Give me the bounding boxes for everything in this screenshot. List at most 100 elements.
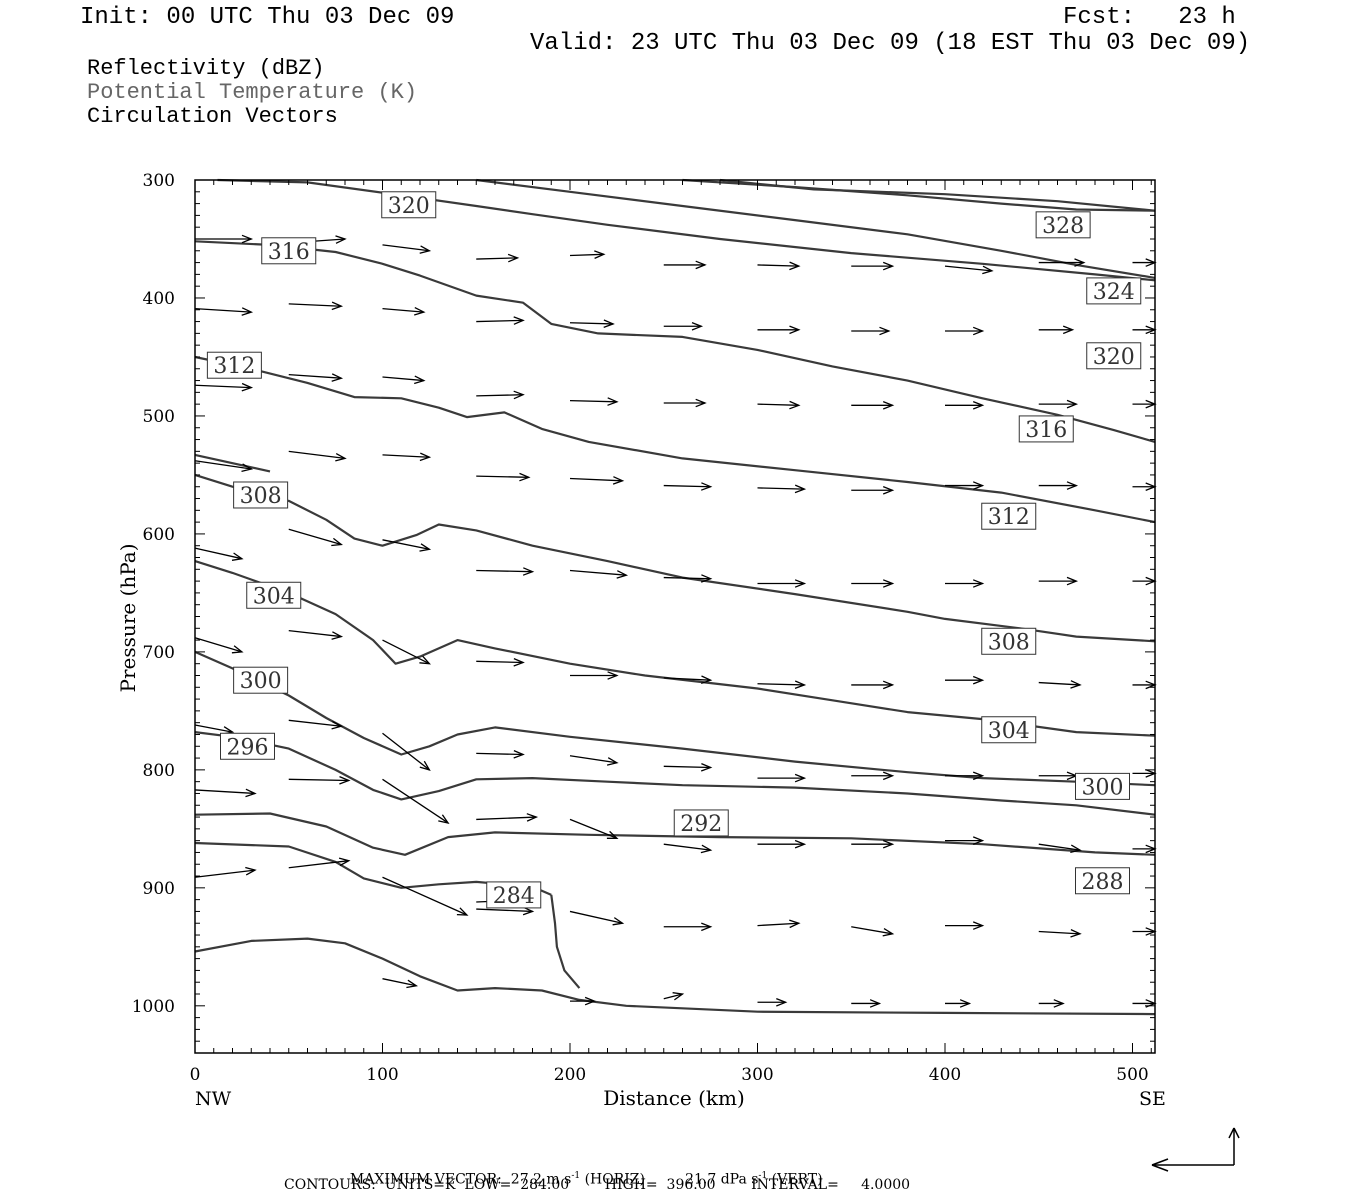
vector-head (241, 463, 254, 473)
vector-shaft (757, 487, 805, 490)
vector-head (869, 999, 882, 1008)
vector-shaft (288, 719, 342, 727)
theta-contour-0 (217, 178, 1156, 282)
horiz-exp: -1 (571, 1171, 581, 1181)
vector-shaft (288, 374, 342, 379)
forecast-hour: Fcst: 23 h (1063, 4, 1236, 31)
x-tick-label: 300 (741, 1065, 773, 1085)
circulation-vector (194, 382, 254, 392)
vector-head (882, 839, 895, 849)
vector-shaft (288, 528, 342, 546)
circulation-vector (569, 319, 615, 329)
vector-head (701, 922, 713, 932)
vector-head (972, 836, 985, 846)
x-tick-label: 0 (190, 1065, 201, 1085)
circulation-vector (663, 321, 704, 331)
vector-shaft (194, 547, 243, 560)
vector-head (331, 720, 344, 730)
vector-shaft (382, 732, 430, 771)
circulation-vector (382, 307, 426, 316)
vector-head (526, 813, 539, 822)
vector-shaft (476, 257, 518, 260)
theta-contour-7 (194, 473, 1156, 643)
vector-shaft (569, 818, 618, 839)
x-axis-title: Distance (km) (603, 1086, 745, 1110)
max-vector-label: MAXIMUM VECTOR: (349, 1171, 502, 1188)
contour-label-box (1086, 277, 1142, 305)
circulation-vector (1038, 576, 1079, 586)
circulation-vector (476, 390, 525, 400)
contour-label-box (981, 502, 1037, 530)
contour-label-box (381, 191, 437, 219)
init-time: Init: 00 UTC Thu 03 Dec 09 (80, 4, 455, 31)
circulation-vector (476, 906, 535, 916)
vector-head (789, 325, 801, 335)
vector-head (606, 757, 619, 766)
contour-label: 296 (220, 732, 275, 760)
vector-head (1070, 680, 1082, 689)
vector-shaft (288, 630, 342, 638)
vector-head (672, 992, 685, 1001)
vector-head (339, 776, 351, 785)
circulation-vector (1038, 843, 1082, 854)
circulation-vector (382, 876, 469, 916)
vector-head (522, 567, 535, 576)
vector-head (419, 655, 431, 665)
theta-contour-4 (719, 178, 1156, 212)
circulation-vector (757, 400, 801, 410)
vector-head (972, 675, 985, 685)
vector-shaft (288, 450, 346, 460)
circulation-vector (382, 732, 431, 771)
vector-shaft (757, 264, 799, 267)
circulation-vector (1038, 929, 1082, 938)
vector-head (241, 382, 254, 392)
vector-head (700, 482, 713, 491)
vector-head (231, 645, 244, 654)
vector-head (245, 866, 257, 876)
vector-head (616, 570, 629, 579)
theta-contour-6 (194, 453, 271, 473)
contour-label-text: 304 (988, 719, 1030, 744)
contour-label-box (1075, 867, 1130, 895)
vector-shaft (288, 860, 349, 869)
circulation-vector (288, 528, 343, 547)
vector-head (972, 921, 985, 930)
vector-shaft (569, 399, 617, 403)
contour-label-text: 320 (388, 194, 430, 219)
vector-head (972, 481, 985, 490)
vector-shaft (663, 484, 711, 488)
x-end-label-se: SE (1139, 1088, 1166, 1110)
vector-head (794, 839, 807, 849)
x-tick-label: 200 (554, 1065, 586, 1085)
vector-head (882, 771, 895, 781)
circulation-vector (757, 325, 801, 335)
circulation-vector (663, 260, 707, 270)
circulation-vector (382, 639, 431, 665)
circulation-vector (663, 843, 713, 854)
vector-shaft (757, 922, 799, 927)
vector-head (700, 763, 713, 772)
vector-shaft (194, 789, 256, 795)
vector-head (789, 261, 801, 271)
contour-label: 308 (233, 481, 289, 509)
vector-head (519, 472, 531, 482)
contour-label-box (486, 881, 542, 909)
contour-label-text: 300 (1082, 775, 1124, 800)
vector-head (882, 928, 895, 937)
vector-head (231, 552, 244, 561)
circulation-vector (945, 675, 985, 685)
vector-shaft (663, 993, 683, 1000)
vector-head (584, 996, 597, 1006)
x-tick-label: 400 (929, 1065, 961, 1085)
contour-label: 300 (1075, 772, 1130, 800)
vector-head (507, 253, 520, 263)
circulation-vector (476, 658, 525, 667)
vector-head (241, 307, 254, 316)
circulation-vector (569, 755, 619, 766)
y-tick-label: 900 (143, 879, 175, 899)
circulation-vector (1038, 399, 1079, 409)
vector-shaft (476, 908, 533, 913)
circulation-vector (663, 482, 713, 491)
contour-label: 300 (233, 666, 289, 694)
